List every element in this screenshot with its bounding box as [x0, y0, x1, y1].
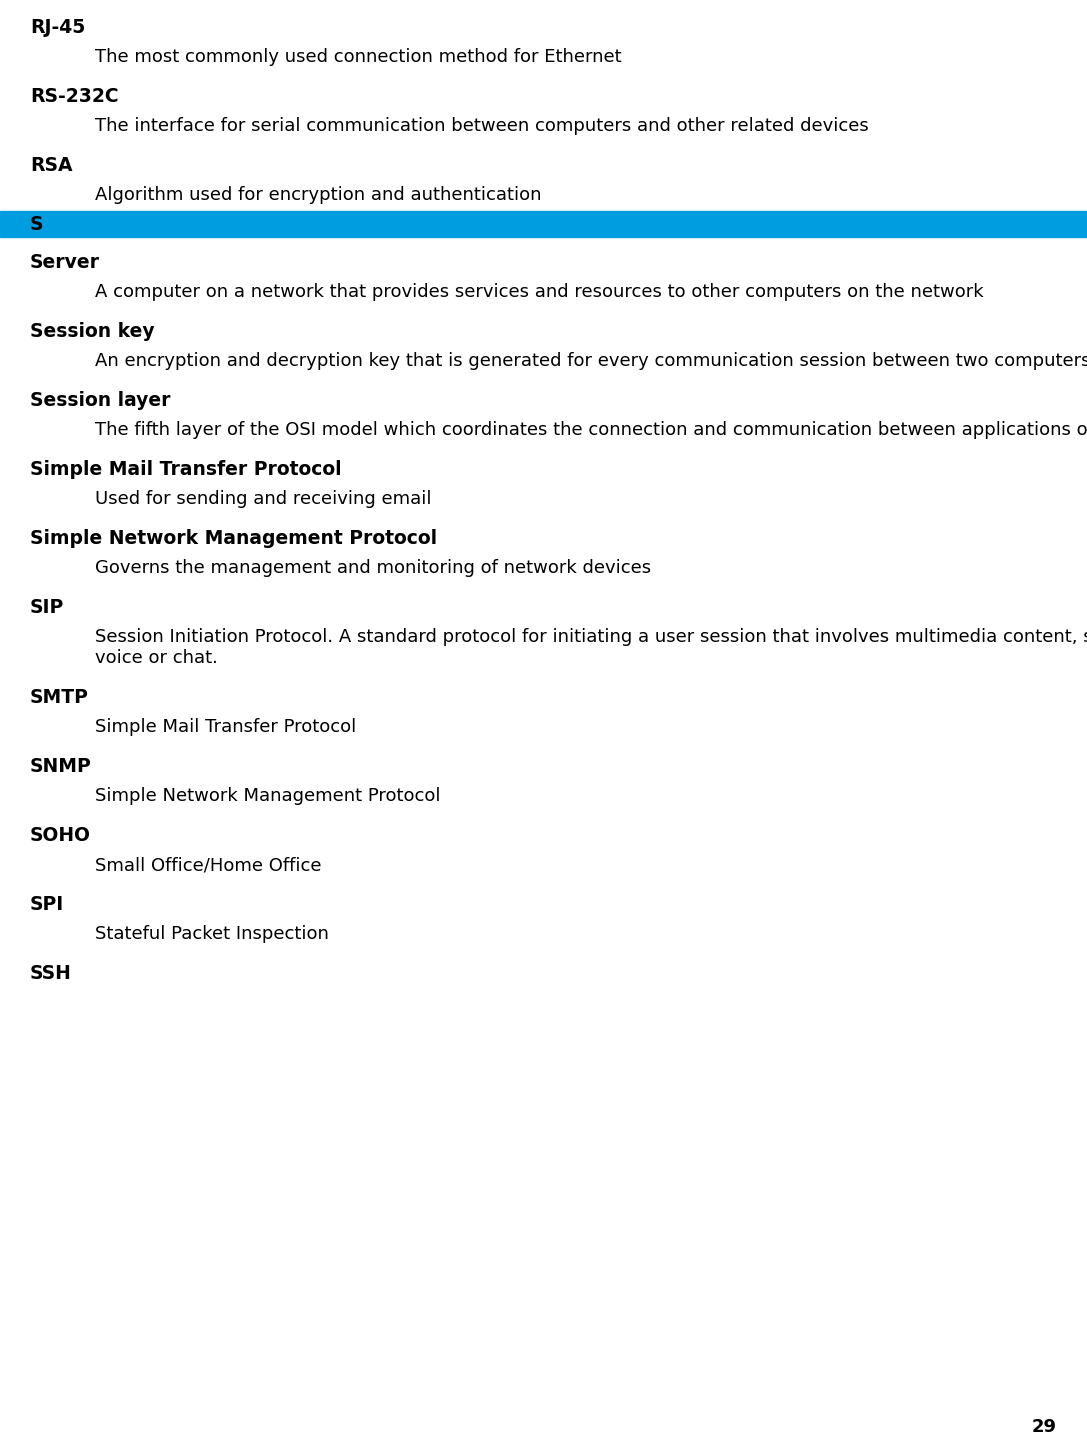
- Text: Small Office/Home Office: Small Office/Home Office: [95, 856, 322, 873]
- Text: SNMP: SNMP: [30, 758, 91, 777]
- Text: RJ-45: RJ-45: [30, 17, 85, 38]
- Text: Simple Mail Transfer Protocol: Simple Mail Transfer Protocol: [95, 719, 357, 736]
- Text: Server: Server: [30, 253, 100, 272]
- Text: Used for sending and receiving email: Used for sending and receiving email: [95, 490, 432, 508]
- Text: Algorithm used for encryption and authentication: Algorithm used for encryption and authen…: [95, 187, 541, 204]
- Bar: [0, 211, 1087, 237]
- Text: SIP: SIP: [30, 599, 64, 617]
- Text: The fifth layer of the OSI model which coordinates the connection and communicat: The fifth layer of the OSI model which c…: [95, 421, 1087, 440]
- Text: S: S: [30, 214, 43, 233]
- Text: 29: 29: [1032, 1419, 1057, 1436]
- Text: The interface for serial communication between computers and other related devic: The interface for serial communication b…: [95, 117, 869, 134]
- Text: An encryption and decryption key that is generated for every communication sessi: An encryption and decryption key that is…: [95, 351, 1087, 370]
- Text: A computer on a network that provides services and resources to other computers : A computer on a network that provides se…: [95, 283, 984, 301]
- Text: SSH: SSH: [30, 964, 72, 983]
- Text: Simple Network Management Protocol: Simple Network Management Protocol: [30, 529, 437, 548]
- Text: Session key: Session key: [30, 322, 154, 341]
- Text: The most commonly used connection method for Ethernet: The most commonly used connection method…: [95, 48, 622, 67]
- Text: RS-232C: RS-232C: [30, 87, 118, 106]
- Text: Simple Network Management Protocol: Simple Network Management Protocol: [95, 787, 440, 805]
- Text: Governs the management and monitoring of network devices: Governs the management and monitoring of…: [95, 560, 651, 577]
- Text: RSA: RSA: [30, 156, 73, 175]
- Text: Simple Mail Transfer Protocol: Simple Mail Transfer Protocol: [30, 460, 341, 479]
- Text: Session Initiation Protocol. A standard protocol for initiating a user session t: Session Initiation Protocol. A standard …: [95, 628, 1087, 646]
- Text: voice or chat.: voice or chat.: [95, 649, 217, 667]
- Text: Stateful Packet Inspection: Stateful Packet Inspection: [95, 925, 329, 943]
- Text: SPI: SPI: [30, 895, 64, 914]
- Text: Session layer: Session layer: [30, 390, 171, 411]
- Text: SOHO: SOHO: [30, 826, 91, 844]
- Text: SMTP: SMTP: [30, 688, 89, 707]
